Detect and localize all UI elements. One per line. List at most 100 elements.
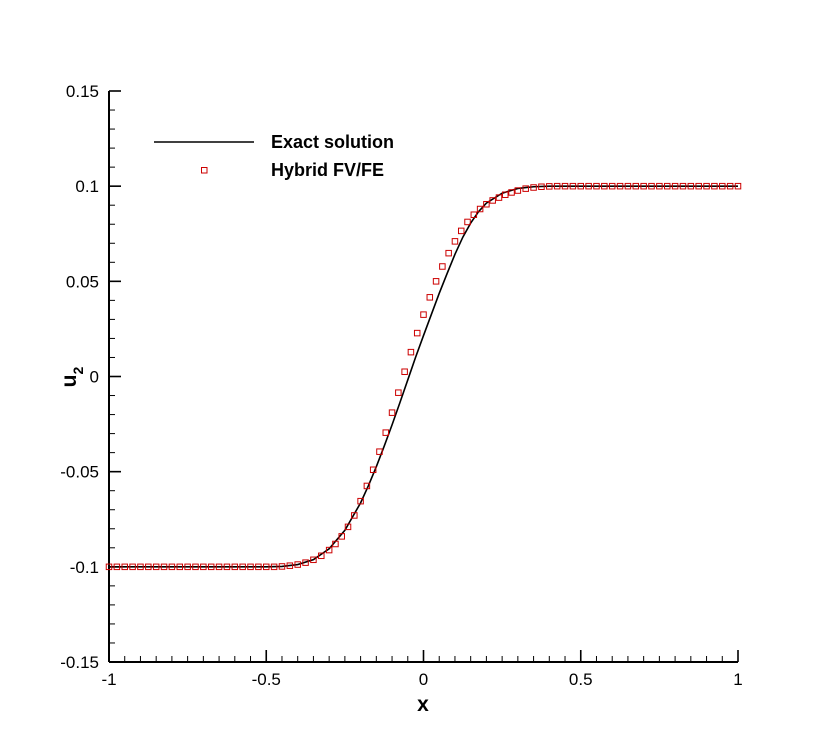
hybrid-marker-point	[616, 182, 624, 190]
y-tick-label: 0.15	[66, 82, 99, 101]
hybrid-marker-point	[200, 563, 207, 571]
legend-label-hybrid: Hybrid FV/FE	[271, 160, 384, 180]
y-tick-label: 0.1	[75, 177, 99, 196]
hybrid-marker-point	[671, 182, 679, 190]
y-tick-label: 0	[90, 368, 99, 387]
hybrid-marker-point	[286, 562, 294, 569]
hybrid-marker-point	[426, 294, 434, 301]
hybrid-marker-point	[310, 556, 317, 564]
hybrid-marker-point	[546, 183, 553, 190]
y-tick-label: -0.05	[60, 463, 99, 482]
legend: Exact solution Hybrid FV/FE	[154, 132, 394, 180]
hybrid-marker-point	[508, 189, 515, 196]
hybrid-marker-point	[585, 182, 592, 190]
x-tick-label: 1	[733, 670, 742, 689]
hybrid-marker-point	[457, 227, 465, 235]
hybrid-marker-point	[168, 563, 176, 571]
x-tick-label: -1	[101, 670, 116, 689]
hybrid-marker-point	[223, 563, 231, 571]
hybrid-marker-point	[263, 563, 270, 571]
hybrid-marker-point	[376, 448, 383, 455]
hybrid-marker-point	[160, 563, 168, 571]
hybrid-marker-point	[648, 182, 655, 190]
hybrid-marker-point	[553, 182, 561, 190]
hybrid-marker-point	[656, 182, 663, 190]
hybrid-marker-point	[231, 563, 239, 571]
hybrid-marker-point	[332, 540, 339, 548]
hybrid-marker-point	[476, 205, 484, 213]
hybrid-marker-point	[129, 563, 136, 571]
hybrid-marker-point	[522, 185, 529, 192]
hybrid-marker-point	[318, 552, 325, 560]
hybrid-marker-point	[145, 563, 152, 571]
hybrid-marker-point	[152, 563, 160, 571]
hybrid-marker-point	[451, 238, 459, 245]
hybrid-marker-point	[439, 263, 446, 270]
hybrid-marker-point	[176, 563, 184, 571]
hybrid-marker-point	[401, 368, 408, 375]
hybrid-marker-point	[413, 329, 421, 337]
y-axis-title: u2	[58, 366, 86, 387]
hybrid-marker-point	[207, 563, 215, 571]
hybrid-marker-point	[420, 311, 427, 318]
hybrid-marker-point	[302, 559, 309, 566]
hybrid-marker-point	[325, 546, 333, 554]
hybrid-marker-point	[445, 249, 452, 257]
hybrid-marker-point	[255, 563, 262, 571]
hybrid-marker-point	[483, 201, 490, 208]
hybrid-marker-point	[640, 182, 647, 190]
x-tick-label: -0.5	[252, 670, 281, 689]
hybrid-marker-point	[357, 497, 364, 505]
hybrid-marker-point	[679, 182, 687, 190]
legend-label-exact: Exact solution	[271, 132, 394, 152]
hybrid-marker-point	[470, 211, 478, 218]
hybrid-marker-point	[569, 182, 577, 190]
hybrid-marker-point	[514, 187, 522, 194]
series	[105, 182, 742, 571]
hybrid-marker-point	[247, 563, 254, 571]
legend-marker-sample	[201, 167, 208, 174]
hybrid-marker-point	[608, 182, 616, 190]
x-tick-label: 0.5	[569, 670, 593, 689]
hybrid-marker-point	[726, 182, 734, 190]
hybrid-marker-point	[338, 533, 345, 540]
hybrid-marker-point	[734, 182, 742, 190]
hybrid-marker-point	[464, 218, 471, 226]
hybrid-marker-point	[184, 563, 191, 571]
hybrid-marker-point	[663, 182, 671, 190]
hybrid-marker-point	[624, 182, 632, 190]
hybrid-marker-point	[703, 182, 710, 190]
y-axis-title-subscript: 2	[70, 366, 86, 374]
hybrid-marker-point	[270, 563, 278, 571]
hybrid-marker-point	[388, 409, 396, 416]
hybrid-marker-point	[113, 563, 121, 571]
hybrid-marker-point	[432, 278, 440, 285]
hybrid-marker-point	[719, 182, 726, 190]
hybrid-marker-point	[489, 197, 496, 204]
hybrid-marker-point	[363, 482, 371, 490]
hybrid-marker-point	[538, 183, 545, 190]
hybrid-marker-point	[344, 523, 352, 531]
hybrid-marker-point	[351, 512, 358, 519]
hybrid-marker-point	[695, 182, 702, 190]
hybrid-marker-point	[105, 563, 113, 571]
hybrid-marker-point	[121, 563, 128, 571]
hybrid-marker-point	[632, 182, 640, 190]
hybrid-marker-point	[495, 194, 503, 201]
tick-labels: -1 -0.5 0 0.5 1 -0.15 -0.1 -0.05 0 0.05 0.1 0.15	[60, 82, 742, 689]
y-axis-title-main: u	[58, 374, 81, 387]
hybrid-marker-point	[502, 191, 509, 198]
hybrid-marker-point	[192, 563, 199, 571]
hybrid-marker-point	[395, 389, 402, 396]
hybrid-marker-point	[369, 466, 377, 474]
hybrid-marker-point	[239, 563, 246, 571]
hybrid-marker-point	[561, 182, 569, 190]
hybrid-marker-point	[407, 348, 415, 356]
x-tick-label: 0	[419, 670, 428, 689]
y-tick-label: 0.05	[66, 272, 99, 291]
y-tick-label: -0.1	[70, 558, 99, 577]
hybrid-marker-point	[601, 182, 608, 190]
hybrid-marker-point	[137, 563, 144, 571]
hybrid-marker-point	[215, 563, 223, 571]
